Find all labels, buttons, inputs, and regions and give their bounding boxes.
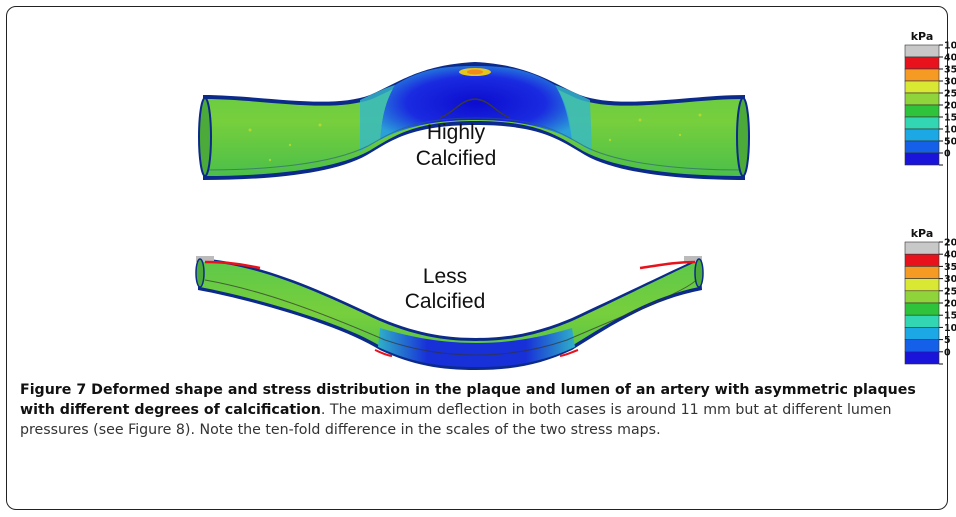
highly-calcified-artery-map: Highly Calcified [198,62,750,180]
bottom-scale-swatch [904,351,940,365]
top-scale-tick-label: 100 [944,125,956,136]
top-scale-swatch [904,128,940,142]
bottom-scale-swatch [904,290,940,304]
top-scale-tick-label: 0 [944,149,951,160]
bottom-scale-tick-label: 30 [944,274,956,285]
top-scale-swatch [904,104,940,118]
top-stress-scale: kPa 1000400350300250200150100500 [904,30,956,166]
highly-label-line1: Highly [427,121,486,144]
top-scale-tick-label: 300 [944,77,956,88]
top-scale-unit-label: kPa [911,30,934,43]
bottom-scale-tick-label: 35 [944,262,956,273]
bottom-scale-tick-label: 25 [944,286,956,297]
less-calcified-artery-map: Less Calcified [195,256,704,370]
bottom-scale-swatch [904,339,940,353]
top-scale-swatch [904,116,940,130]
bottom-scale-unit-label: kPa [911,227,934,240]
top-scale-swatch [904,56,940,70]
top-scale-tick-label: 1000 [944,41,956,52]
figure-image: Highly Calcified Less Calcified kPa10004… [195,30,956,370]
highly-label-line2: Calcified [416,147,497,170]
bottom-scale-swatch [904,253,940,267]
caption-body: . The maximum deflection in both cases i… [20,402,892,438]
top-scale-tick-label: 400 [944,53,956,64]
less-label-line2: Calcified [405,290,486,313]
top-scale-tick-label: 150 [944,113,956,124]
bottom-scale-tick-label: 5 [944,335,951,346]
top-scale-tick-label: 200 [944,101,956,112]
bottom-scale-swatch [904,327,940,340]
bottom-scale-swatch [904,278,940,292]
top-scale-tick-label: 50 [944,137,956,148]
top-scale-swatch [904,80,940,94]
bottom-scale-swatch [904,302,940,316]
caption-title: Figure 7 Deformed shape and stress distr… [20,382,916,418]
bottom-scale-tick-label: 15 [944,311,956,322]
top-scale-swatch [904,140,940,154]
bottom-scale-swatch [904,266,940,279]
top-scale-swatch [904,68,940,82]
bottom-scale-swatch [904,241,940,255]
top-scale-tick-label: 250 [944,89,956,100]
top-scale-swatch [904,152,940,166]
bottom-scale-tick-label: 20 [944,299,956,310]
top-scale-swatch [904,92,940,106]
bottom-scale-tick-label: 40 [944,250,956,261]
bottom-scale-tick-label: 0 [944,347,951,358]
top-scale-tick-label: 350 [944,65,956,76]
less-label-line1: Less [423,265,467,288]
figure-caption: Figure 7 Deformed shape and stress distr… [20,380,940,440]
bottom-scale-tick-label: 200 [944,238,956,249]
top-scale-swatch [904,44,940,58]
bottom-scale-swatch [904,314,940,328]
bottom-scale-tick-label: 10 [944,323,956,334]
